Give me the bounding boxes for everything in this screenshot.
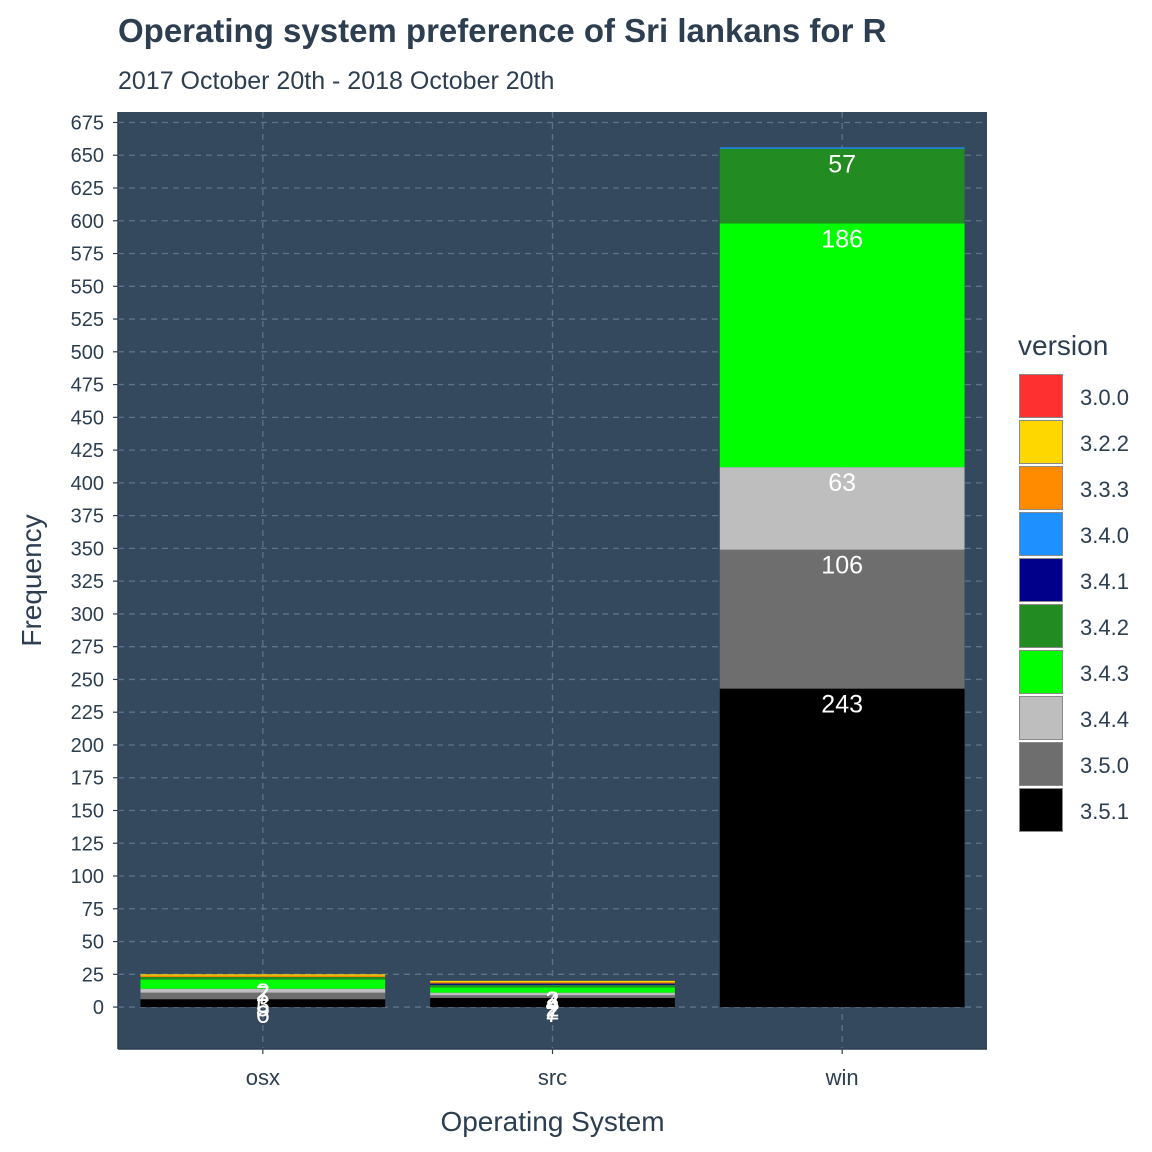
legend-swatch bbox=[1019, 512, 1063, 556]
legend-label: 3.4.1 bbox=[1080, 569, 1129, 594]
legend-label: 3.2.2 bbox=[1080, 431, 1129, 456]
bar-segment bbox=[719, 467, 965, 550]
y-tick-label: 525 bbox=[71, 309, 104, 331]
y-tick-label: 200 bbox=[71, 735, 104, 757]
legend-swatch bbox=[1019, 604, 1063, 648]
y-tick-label: 300 bbox=[71, 604, 104, 626]
y-tick-label: 425 bbox=[71, 440, 104, 462]
bar-segment bbox=[430, 982, 675, 984]
data-label: 5 bbox=[256, 995, 270, 1023]
bar-segment bbox=[430, 987, 675, 993]
legend-swatch bbox=[1019, 742, 1063, 786]
chart-subtitle: 2017 October 20th - 2018 October 20th bbox=[118, 67, 555, 95]
data-label: 3 bbox=[256, 991, 270, 1019]
chart-title: Operating system preference of Sri lanka… bbox=[118, 12, 887, 49]
y-tick-label: 600 bbox=[71, 211, 104, 233]
bar-segment bbox=[430, 997, 675, 1008]
y-tick-label: 75 bbox=[82, 899, 104, 921]
legend-label: 3.5.0 bbox=[1080, 753, 1129, 778]
data-label: 106 bbox=[821, 552, 863, 580]
bar-segment bbox=[430, 980, 675, 983]
legend-label: 3.4.0 bbox=[1080, 523, 1129, 548]
legend-label: 3.4.4 bbox=[1080, 707, 1129, 732]
y-tick-label: 500 bbox=[71, 342, 104, 364]
x-tick-label: src bbox=[538, 1065, 567, 1090]
legend-swatch bbox=[1019, 374, 1063, 418]
bar-segment bbox=[140, 975, 386, 977]
bar-segment bbox=[719, 147, 965, 149]
y-tick-label: 100 bbox=[71, 866, 104, 888]
bar-segment bbox=[430, 983, 675, 985]
bar-segment bbox=[140, 974, 386, 976]
bar-segment bbox=[140, 976, 386, 980]
x-axis-title: Operating System bbox=[440, 1106, 664, 1137]
y-tick-label: 450 bbox=[71, 407, 104, 429]
legend-label: 3.4.2 bbox=[1080, 615, 1129, 640]
y-tick-label: 550 bbox=[71, 276, 104, 298]
data-label: 2 bbox=[546, 995, 560, 1023]
data-label: 7 bbox=[256, 982, 270, 1010]
legend-swatch bbox=[1019, 788, 1063, 832]
y-tick-label: 275 bbox=[71, 637, 104, 659]
y-tick-label: 25 bbox=[82, 964, 104, 986]
legend-swatch bbox=[1019, 650, 1063, 694]
y-tick-label: 375 bbox=[71, 506, 104, 528]
bar-segment bbox=[430, 992, 675, 996]
data-label: 63 bbox=[828, 469, 856, 497]
bar-segment bbox=[140, 999, 386, 1008]
y-tick-label: 325 bbox=[71, 571, 104, 593]
bar-segment bbox=[719, 688, 965, 1008]
legend-label: 3.4.3 bbox=[1080, 661, 1129, 686]
data-label: 6 bbox=[256, 1001, 270, 1029]
y-tick-label: 225 bbox=[71, 702, 104, 724]
legend-label: 3.3.3 bbox=[1080, 477, 1129, 502]
bar-segment bbox=[140, 979, 386, 989]
y-tick-label: 125 bbox=[71, 833, 104, 855]
x-tick-label: osx bbox=[246, 1065, 280, 1090]
data-label: 2 bbox=[256, 979, 270, 1007]
y-tick-label: 675 bbox=[71, 112, 104, 134]
bar-segment bbox=[719, 223, 965, 468]
y-tick-label: 150 bbox=[71, 800, 104, 822]
y-tick-label: 475 bbox=[71, 375, 104, 397]
bar-segment bbox=[719, 148, 965, 224]
bar-segment bbox=[140, 988, 386, 993]
data-label: 4 bbox=[546, 989, 560, 1017]
y-tick-label: 400 bbox=[71, 473, 104, 495]
data-label: 57 bbox=[828, 151, 856, 179]
y-tick-label: 625 bbox=[71, 178, 104, 200]
legend-title: version bbox=[1018, 330, 1108, 361]
legend-swatch bbox=[1019, 558, 1063, 602]
y-tick-label: 0 bbox=[93, 997, 104, 1019]
bar-segment bbox=[140, 992, 386, 1000]
data-label: 243 bbox=[821, 691, 863, 719]
legend: version 3.0.0 3.2.2 3.3.3 3.4.0 3.4.1 3.4.2 3.4… bbox=[1018, 330, 1129, 832]
legend-label: 3.0.0 bbox=[1080, 385, 1129, 410]
data-label: 2 bbox=[546, 987, 560, 1015]
legend-swatch bbox=[1019, 466, 1063, 510]
legend-swatch bbox=[1019, 420, 1063, 464]
y-tick-label: 650 bbox=[71, 145, 104, 167]
y-tick-label: 50 bbox=[82, 932, 104, 954]
x-tick-label: win bbox=[825, 1065, 859, 1090]
y-tick-label: 575 bbox=[71, 244, 104, 266]
bar-segment bbox=[430, 984, 675, 988]
y-tick-label: 175 bbox=[71, 768, 104, 790]
y-axis-title: Frequency bbox=[16, 514, 47, 646]
y-tick-label: 350 bbox=[71, 538, 104, 560]
data-label: 2 bbox=[546, 997, 560, 1025]
bar-segment bbox=[719, 549, 965, 689]
legend-label: 3.5.1 bbox=[1080, 799, 1129, 824]
data-label: 186 bbox=[821, 225, 863, 253]
bar-segment bbox=[430, 995, 675, 998]
y-tick-label: 250 bbox=[71, 669, 104, 691]
data-label: 7 bbox=[546, 1000, 560, 1028]
legend-swatch bbox=[1019, 696, 1063, 740]
